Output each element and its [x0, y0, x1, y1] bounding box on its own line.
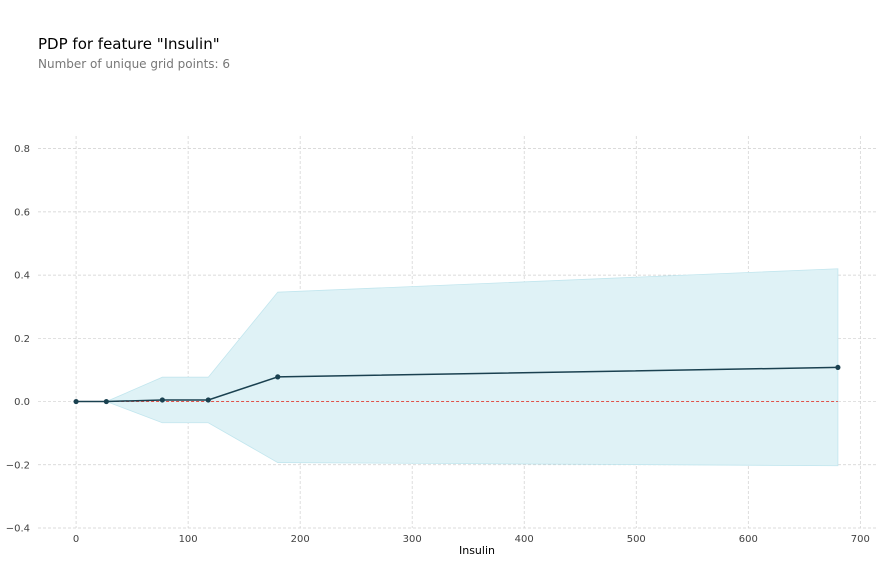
- pdp-line: [76, 366, 838, 403]
- pdp-point: [73, 398, 79, 405]
- x-tick-label: 100: [179, 534, 198, 545]
- x-axis-label: Insulin: [459, 544, 495, 557]
- confidence-band-group: [76, 268, 839, 467]
- x-tick-label: 300: [403, 534, 422, 545]
- pdp-point: [275, 374, 281, 380]
- y-tick-label: 0.4: [14, 271, 30, 282]
- x-tick-label: 700: [851, 534, 870, 545]
- y-tick-label: 0.2: [14, 334, 30, 345]
- x-tick-label: 600: [739, 534, 758, 545]
- chart-title: PDP for feature "Insulin": [38, 35, 220, 53]
- x-tick-label: 0: [73, 534, 79, 545]
- y-tick-label: 0.8: [14, 144, 30, 155]
- pdp-point: [159, 397, 165, 403]
- pdp-point: [205, 397, 211, 403]
- y-tick-label: 0.0: [14, 397, 30, 408]
- x-tick-label: 200: [291, 534, 310, 545]
- y-tick-label: −0.2: [6, 460, 30, 471]
- y-tick-label: −0.4: [6, 524, 30, 535]
- pdp-point: [103, 398, 109, 405]
- x-tick-label: 500: [627, 534, 646, 545]
- series-group: [73, 364, 841, 405]
- chart-subtitle: Number of unique grid points: 6: [38, 57, 231, 71]
- confidence-band: [76, 268, 839, 467]
- tick-labels: 0 100 200 300 400 500 600 700 −0.4 −0.2 0.0 0.2 0.4 0…: [6, 144, 870, 545]
- pdp-point: [835, 364, 841, 371]
- y-tick-label: 0.6: [14, 207, 30, 218]
- x-tick-label: 400: [515, 534, 534, 545]
